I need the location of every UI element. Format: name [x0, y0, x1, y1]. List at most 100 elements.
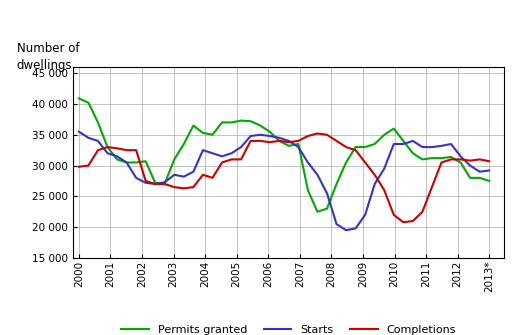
Starts: [343, 228, 349, 232]
Completions: [95, 148, 101, 152]
Line: Starts: Starts: [79, 132, 489, 230]
Permits granted: [190, 124, 197, 128]
Starts: [410, 139, 416, 143]
Completions: [353, 148, 359, 152]
Permits granted: [362, 145, 368, 149]
Permits granted: [295, 142, 302, 146]
Permits granted: [276, 139, 282, 143]
Permits granted: [105, 145, 111, 149]
Permits granted: [314, 210, 320, 214]
Starts: [267, 134, 273, 138]
Completions: [152, 182, 158, 186]
Completions: [486, 159, 492, 163]
Starts: [486, 169, 492, 173]
Permits granted: [305, 188, 311, 192]
Starts: [285, 139, 292, 143]
Permits granted: [458, 160, 464, 164]
Starts: [257, 133, 263, 137]
Starts: [171, 173, 177, 177]
Starts: [219, 154, 225, 158]
Starts: [210, 151, 216, 155]
Completions: [181, 186, 187, 190]
Starts: [248, 134, 254, 138]
Permits granted: [248, 119, 254, 123]
Permits granted: [410, 151, 416, 155]
Starts: [276, 136, 282, 140]
Starts: [381, 166, 387, 171]
Starts: [314, 173, 320, 177]
Completions: [458, 157, 464, 161]
Permits granted: [114, 157, 120, 161]
Completions: [333, 139, 340, 143]
Line: Completions: Completions: [79, 134, 489, 222]
Completions: [285, 140, 292, 144]
Permits granted: [324, 207, 330, 211]
Starts: [400, 142, 407, 146]
Completions: [410, 219, 416, 223]
Completions: [85, 163, 92, 168]
Completions: [419, 210, 425, 214]
Starts: [476, 170, 483, 174]
Completions: [295, 139, 302, 143]
Starts: [448, 142, 454, 146]
Permits granted: [267, 130, 273, 134]
Text: Number of
dwellings: Number of dwellings: [17, 42, 79, 72]
Permits granted: [400, 139, 407, 143]
Starts: [372, 182, 378, 186]
Permits granted: [333, 182, 340, 186]
Completions: [381, 188, 387, 192]
Completions: [314, 132, 320, 136]
Completions: [438, 160, 445, 164]
Completions: [267, 140, 273, 144]
Permits granted: [353, 145, 359, 149]
Completions: [476, 157, 483, 161]
Permits granted: [372, 142, 378, 146]
Starts: [333, 222, 340, 226]
Starts: [133, 176, 139, 180]
Starts: [190, 170, 197, 174]
Starts: [429, 145, 435, 149]
Starts: [238, 145, 244, 149]
Permits granted: [171, 157, 177, 161]
Permits granted: [467, 176, 473, 180]
Permits granted: [257, 124, 263, 128]
Permits granted: [391, 127, 397, 131]
Completions: [123, 148, 129, 152]
Legend: Permits granted, Starts, Completions: Permits granted, Starts, Completions: [116, 321, 461, 335]
Completions: [228, 157, 235, 161]
Starts: [295, 145, 302, 149]
Permits granted: [210, 133, 216, 137]
Permits granted: [123, 160, 129, 164]
Permits granted: [219, 120, 225, 124]
Permits granted: [228, 120, 235, 124]
Starts: [152, 182, 158, 186]
Completions: [105, 145, 111, 149]
Starts: [85, 136, 92, 140]
Permits granted: [381, 133, 387, 137]
Permits granted: [448, 155, 454, 159]
Permits granted: [152, 181, 158, 185]
Starts: [200, 148, 206, 152]
Completions: [343, 145, 349, 149]
Completions: [162, 182, 168, 186]
Starts: [391, 142, 397, 146]
Starts: [95, 139, 101, 143]
Starts: [105, 151, 111, 155]
Starts: [458, 154, 464, 158]
Completions: [305, 134, 311, 138]
Completions: [210, 176, 216, 180]
Completions: [219, 160, 225, 164]
Starts: [142, 181, 149, 185]
Starts: [438, 144, 445, 148]
Line: Permits granted: Permits granted: [79, 98, 489, 212]
Starts: [467, 163, 473, 168]
Starts: [305, 160, 311, 164]
Starts: [362, 213, 368, 217]
Starts: [419, 145, 425, 149]
Completions: [114, 146, 120, 150]
Permits granted: [343, 160, 349, 164]
Completions: [200, 173, 206, 177]
Permits granted: [476, 176, 483, 180]
Starts: [76, 130, 82, 134]
Completions: [391, 213, 397, 217]
